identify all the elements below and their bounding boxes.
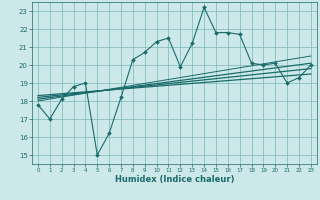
X-axis label: Humidex (Indice chaleur): Humidex (Indice chaleur) xyxy=(115,175,234,184)
